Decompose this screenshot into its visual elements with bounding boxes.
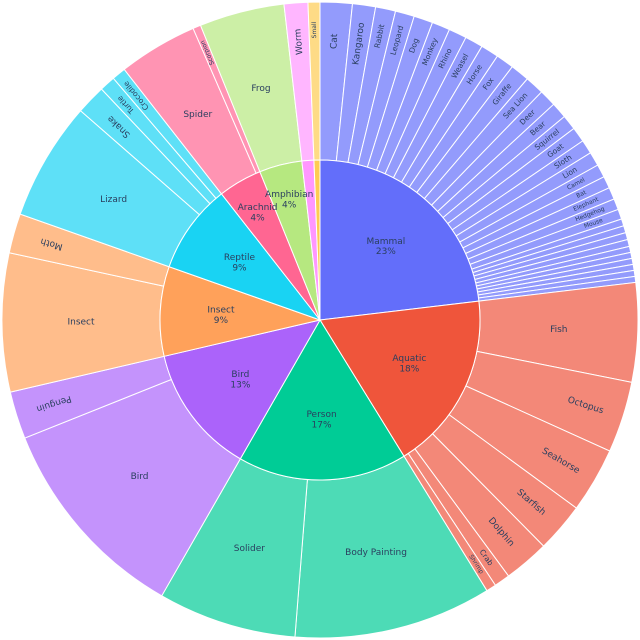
inner-segment-mammal[interactable] — [319, 159, 480, 321]
inner-segment-reptile[interactable] — [168, 193, 322, 322]
inner-segment-aquatic[interactable] — [319, 300, 481, 457]
inner-segment-bird[interactable] — [163, 319, 322, 460]
inner-segment-insect[interactable] — [159, 266, 322, 357]
inner-ring — [159, 159, 481, 481]
inner-segment-small[interactable] — [313, 159, 321, 321]
inner-segment-person[interactable] — [239, 319, 405, 481]
